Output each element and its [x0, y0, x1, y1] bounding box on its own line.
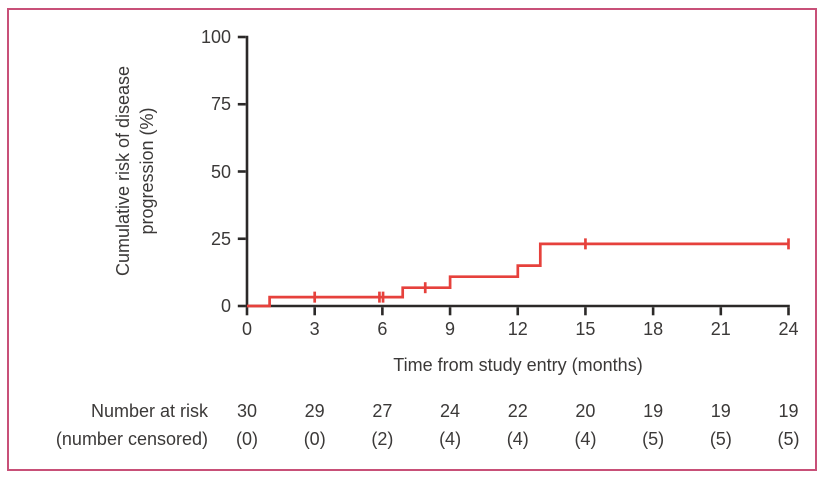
at-risk-value: 19	[778, 401, 799, 421]
censored-value: (0)	[236, 429, 258, 449]
x-tick-label: 24	[778, 319, 799, 339]
y-tick-label: 50	[210, 161, 231, 182]
x-tick-label: 0	[241, 319, 252, 339]
y-tick-label: 75	[210, 94, 231, 115]
censored-value: (5)	[777, 429, 800, 449]
at-risk-value: 27	[372, 401, 393, 421]
risk-table-row1-label: Number at risk	[90, 401, 208, 421]
x-tick-label: 6	[377, 319, 388, 339]
x-tick-label: 15	[575, 319, 596, 339]
censored-value: (5)	[709, 429, 732, 449]
y-tick-label: 0	[220, 296, 231, 316]
x-tick-label: 18	[643, 319, 664, 339]
censored-value: (4)	[439, 429, 462, 449]
y-axis-title-line2: progression (%)	[137, 107, 157, 235]
km-curve	[247, 242, 789, 308]
censored-value: (5)	[642, 429, 665, 449]
censored-value: (4)	[506, 429, 529, 449]
at-risk-value: 24	[440, 401, 461, 421]
x-tick-label: 21	[710, 319, 731, 339]
y-axis-title: Cumulative risk of disease progression (…	[111, 21, 159, 321]
at-risk-value: 19	[710, 401, 731, 421]
figure-border	[7, 8, 817, 471]
at-risk-value: 22	[507, 401, 528, 421]
censored-value: (0)	[303, 429, 326, 449]
censored-value: (2)	[371, 429, 394, 449]
at-risk-value: 29	[304, 401, 325, 421]
y-tick-label: 25	[210, 228, 231, 249]
at-risk-value: 30	[236, 401, 258, 421]
censored-value: (4)	[574, 429, 597, 449]
x-tick-label: 12	[507, 319, 528, 339]
y-tick-label: 100	[200, 27, 231, 47]
km-curve-group	[247, 238, 790, 308]
y-axis-title-line1: Cumulative risk of disease	[113, 65, 133, 277]
x-tick-label: 3	[309, 319, 320, 339]
axes	[237, 35, 790, 316]
risk-table-row2-label: (number censored)	[55, 429, 208, 449]
at-risk-value: 19	[643, 401, 664, 421]
at-risk-value: 20	[575, 401, 596, 421]
x-tick-label: 9	[445, 319, 456, 339]
x-axis-title: Time from study entry (months)	[393, 355, 643, 375]
